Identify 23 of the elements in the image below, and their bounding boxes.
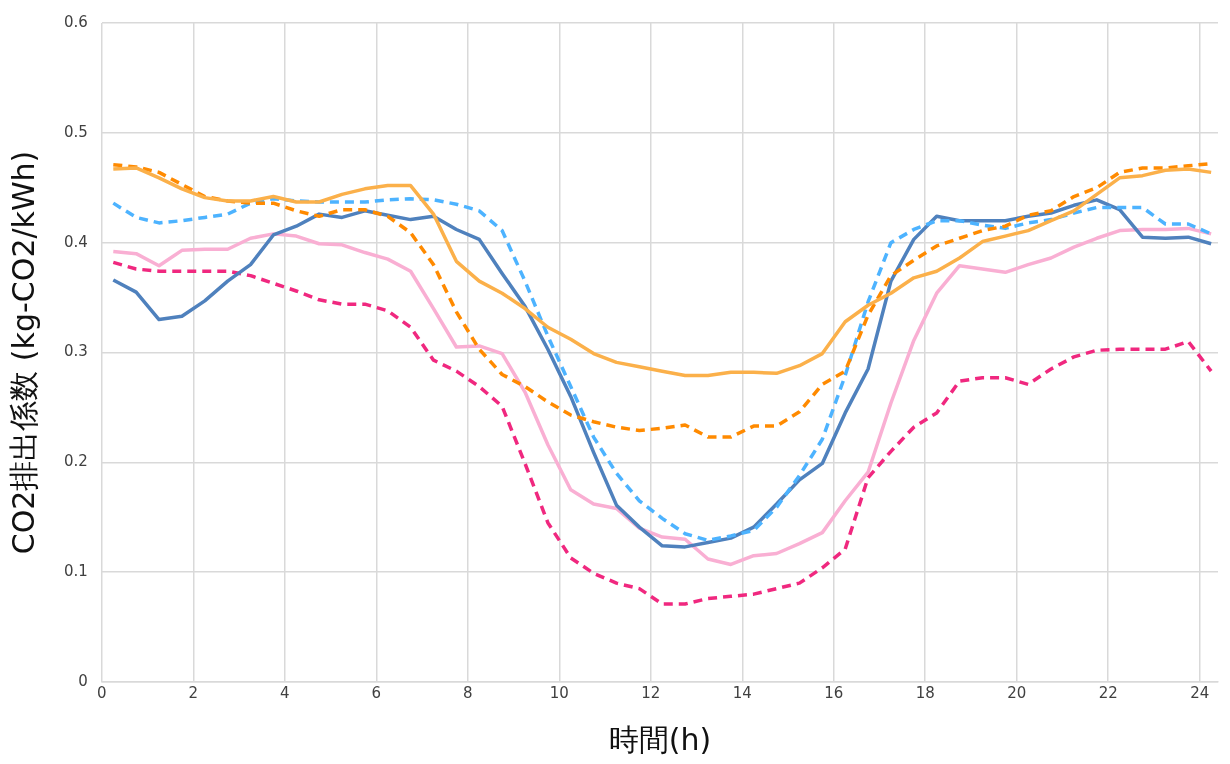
x-tick-label: 16 bbox=[824, 683, 844, 702]
x-tick-label: 4 bbox=[280, 683, 290, 702]
y-tick-label: 0.4 bbox=[64, 232, 88, 251]
x-tick-label: 0 bbox=[97, 683, 107, 702]
x-tick-label: 20 bbox=[1007, 683, 1027, 702]
y-tick-label: 0.5 bbox=[64, 122, 88, 141]
y-tick-label: 0.3 bbox=[64, 342, 88, 361]
line-series bbox=[111, 260, 1213, 606]
x-tick-label: 10 bbox=[549, 683, 569, 702]
x-tick-label: 8 bbox=[463, 683, 473, 702]
y-tick-label: 0.6 bbox=[64, 12, 88, 31]
x-tick-label: 22 bbox=[1098, 683, 1118, 702]
x-tick-label: 14 bbox=[732, 683, 752, 702]
x-axis-title: 時間(h) bbox=[608, 721, 712, 757]
y-axis-title: CO2排出係数 (kg-CO2/kWh) bbox=[5, 150, 41, 555]
x-tick-label: 18 bbox=[915, 683, 935, 702]
x-tick-label: 24 bbox=[1190, 683, 1210, 702]
x-tick-label: 6 bbox=[371, 683, 382, 702]
x-tick-label: 2 bbox=[188, 683, 199, 702]
y-tick-label: 0.2 bbox=[64, 452, 88, 471]
y-tick-label: 0.1 bbox=[64, 562, 88, 581]
x-tick-label: 12 bbox=[641, 683, 661, 702]
y-tick-label: 0 bbox=[78, 671, 88, 690]
